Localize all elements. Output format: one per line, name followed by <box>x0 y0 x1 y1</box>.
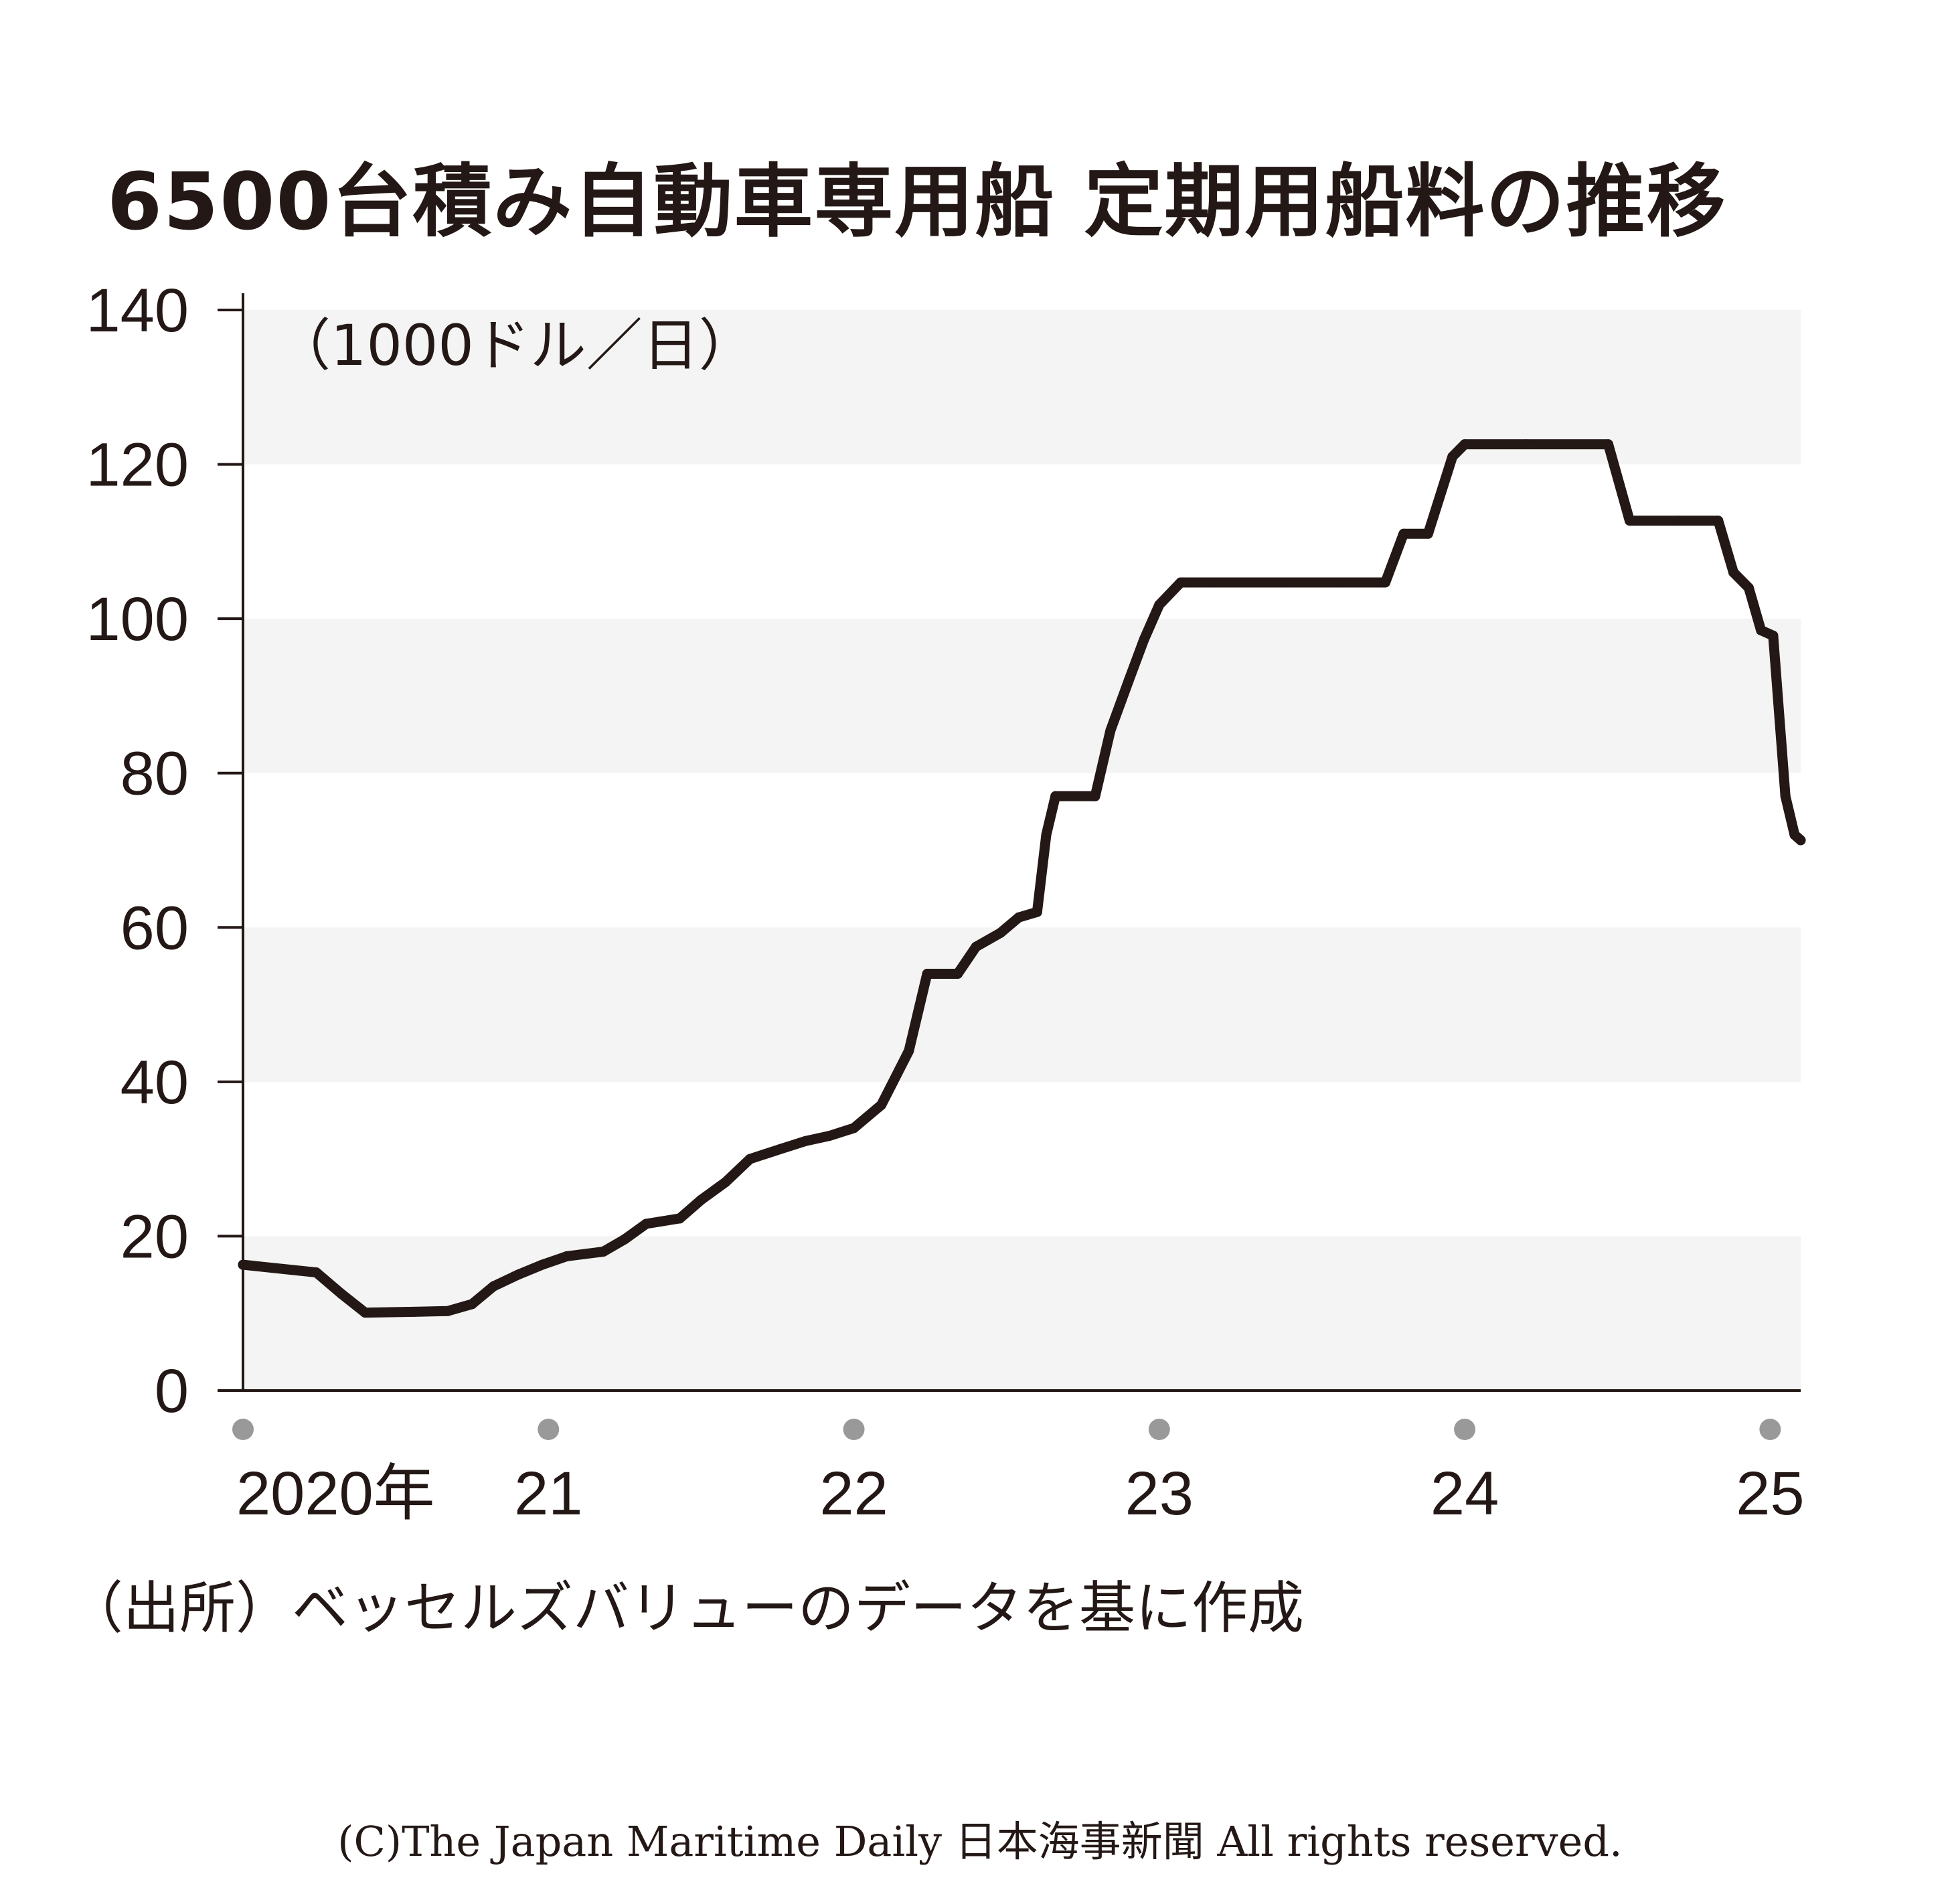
x-tick-dot <box>538 1419 560 1440</box>
y-tick-label: 60 <box>120 894 189 962</box>
series-line <box>238 439 1806 1318</box>
data-point <box>641 1218 651 1229</box>
x-tick-label: 25 <box>1736 1460 1804 1528</box>
data-point <box>953 969 963 979</box>
grid-band <box>243 927 1801 1082</box>
y-tick-label: 80 <box>120 740 189 808</box>
data-point <box>1673 516 1684 526</box>
data-point <box>238 1259 248 1270</box>
data-point <box>1154 599 1165 610</box>
data-point <box>1459 439 1470 450</box>
data-point <box>849 1123 859 1133</box>
data-point <box>598 1247 608 1257</box>
data-point <box>1380 577 1390 588</box>
y-tick-label: 20 <box>120 1202 189 1271</box>
copyright-notice: (C)The Japan Maritime Daily 日本海事新聞 All r… <box>337 1817 1623 1866</box>
data-point <box>800 1136 810 1147</box>
data-point <box>1013 912 1024 923</box>
data-point <box>467 1299 477 1310</box>
data-point <box>1041 830 1052 840</box>
y-tick-label: 140 <box>86 277 189 345</box>
data-point <box>1175 577 1186 588</box>
data-point <box>1139 634 1149 645</box>
data-point <box>675 1213 685 1224</box>
data-point <box>442 1306 453 1316</box>
data-point <box>311 1267 321 1278</box>
data-point <box>1090 791 1100 801</box>
data-point <box>409 1306 419 1317</box>
data-point <box>488 1281 499 1291</box>
x-tick-dot <box>843 1419 865 1440</box>
data-point <box>619 1234 630 1245</box>
x-tick-label: 22 <box>819 1460 888 1528</box>
x-tick-dot <box>1454 1419 1476 1440</box>
data-point <box>824 1131 835 1141</box>
data-point <box>1603 439 1613 450</box>
data-point <box>971 941 981 952</box>
y-tick-label: 0 <box>155 1357 189 1425</box>
x-axis-ticks: 2020年 21 22 23 24 25 <box>232 1419 1805 1528</box>
data-point <box>696 1194 706 1205</box>
x-tick-label: 24 <box>1431 1460 1499 1528</box>
data-point <box>1337 577 1348 588</box>
chart-title: 6500台積み自動車専用船 定期用船料の推移 <box>107 155 1727 248</box>
data-point <box>1276 577 1287 588</box>
x-tick-dot <box>232 1419 254 1440</box>
grid-band <box>243 619 1801 773</box>
data-point <box>1756 625 1767 635</box>
data-point <box>1050 791 1061 801</box>
data-point <box>1123 675 1134 686</box>
x-tick-label: 23 <box>1125 1460 1194 1528</box>
x-tick-label: 2020年 <box>236 1460 435 1528</box>
data-point <box>1625 516 1635 526</box>
data-point <box>720 1177 731 1188</box>
data-point <box>1520 439 1531 450</box>
grid-band <box>243 1236 1801 1391</box>
data-point <box>360 1308 370 1318</box>
data-point <box>1032 906 1042 917</box>
data-point <box>904 1046 914 1056</box>
data-point <box>744 1154 755 1164</box>
y-tick-label: 40 <box>120 1048 189 1117</box>
data-point <box>1743 582 1754 593</box>
y-axis-ticks: 0 20 40 60 80 100 120 140 <box>86 277 243 1425</box>
x-tick-dot <box>1759 1419 1781 1440</box>
axes <box>242 293 1801 1392</box>
data-point <box>562 1251 572 1261</box>
background-bands <box>243 310 1801 1391</box>
data-point <box>995 927 1006 938</box>
data-point <box>513 1269 523 1280</box>
y-tick-label: 100 <box>86 585 189 653</box>
data-point <box>1795 835 1806 846</box>
x-tick-label: 21 <box>514 1460 582 1528</box>
data-point <box>1713 516 1724 526</box>
x-tick-dot <box>1148 1419 1170 1440</box>
data-point <box>922 969 932 979</box>
data-point <box>876 1099 887 1110</box>
data-point <box>775 1144 786 1154</box>
grid-band <box>243 310 1801 465</box>
data-point <box>1447 451 1458 462</box>
data-point <box>1200 577 1210 588</box>
y-tick-label: 120 <box>86 431 189 499</box>
data-point <box>537 1259 548 1270</box>
data-point <box>1780 791 1791 801</box>
data-point <box>1398 528 1409 539</box>
source-note: （出所）ベッセルズバリューのデータを基に作成 <box>67 1575 1305 1641</box>
unit-label: （1000ドル／日） <box>274 313 755 378</box>
data-point <box>1105 725 1116 736</box>
data-point <box>1768 631 1779 641</box>
data-point <box>1728 567 1739 578</box>
data-point <box>335 1288 346 1299</box>
data-point <box>1422 528 1433 539</box>
series-points <box>238 439 1806 1318</box>
